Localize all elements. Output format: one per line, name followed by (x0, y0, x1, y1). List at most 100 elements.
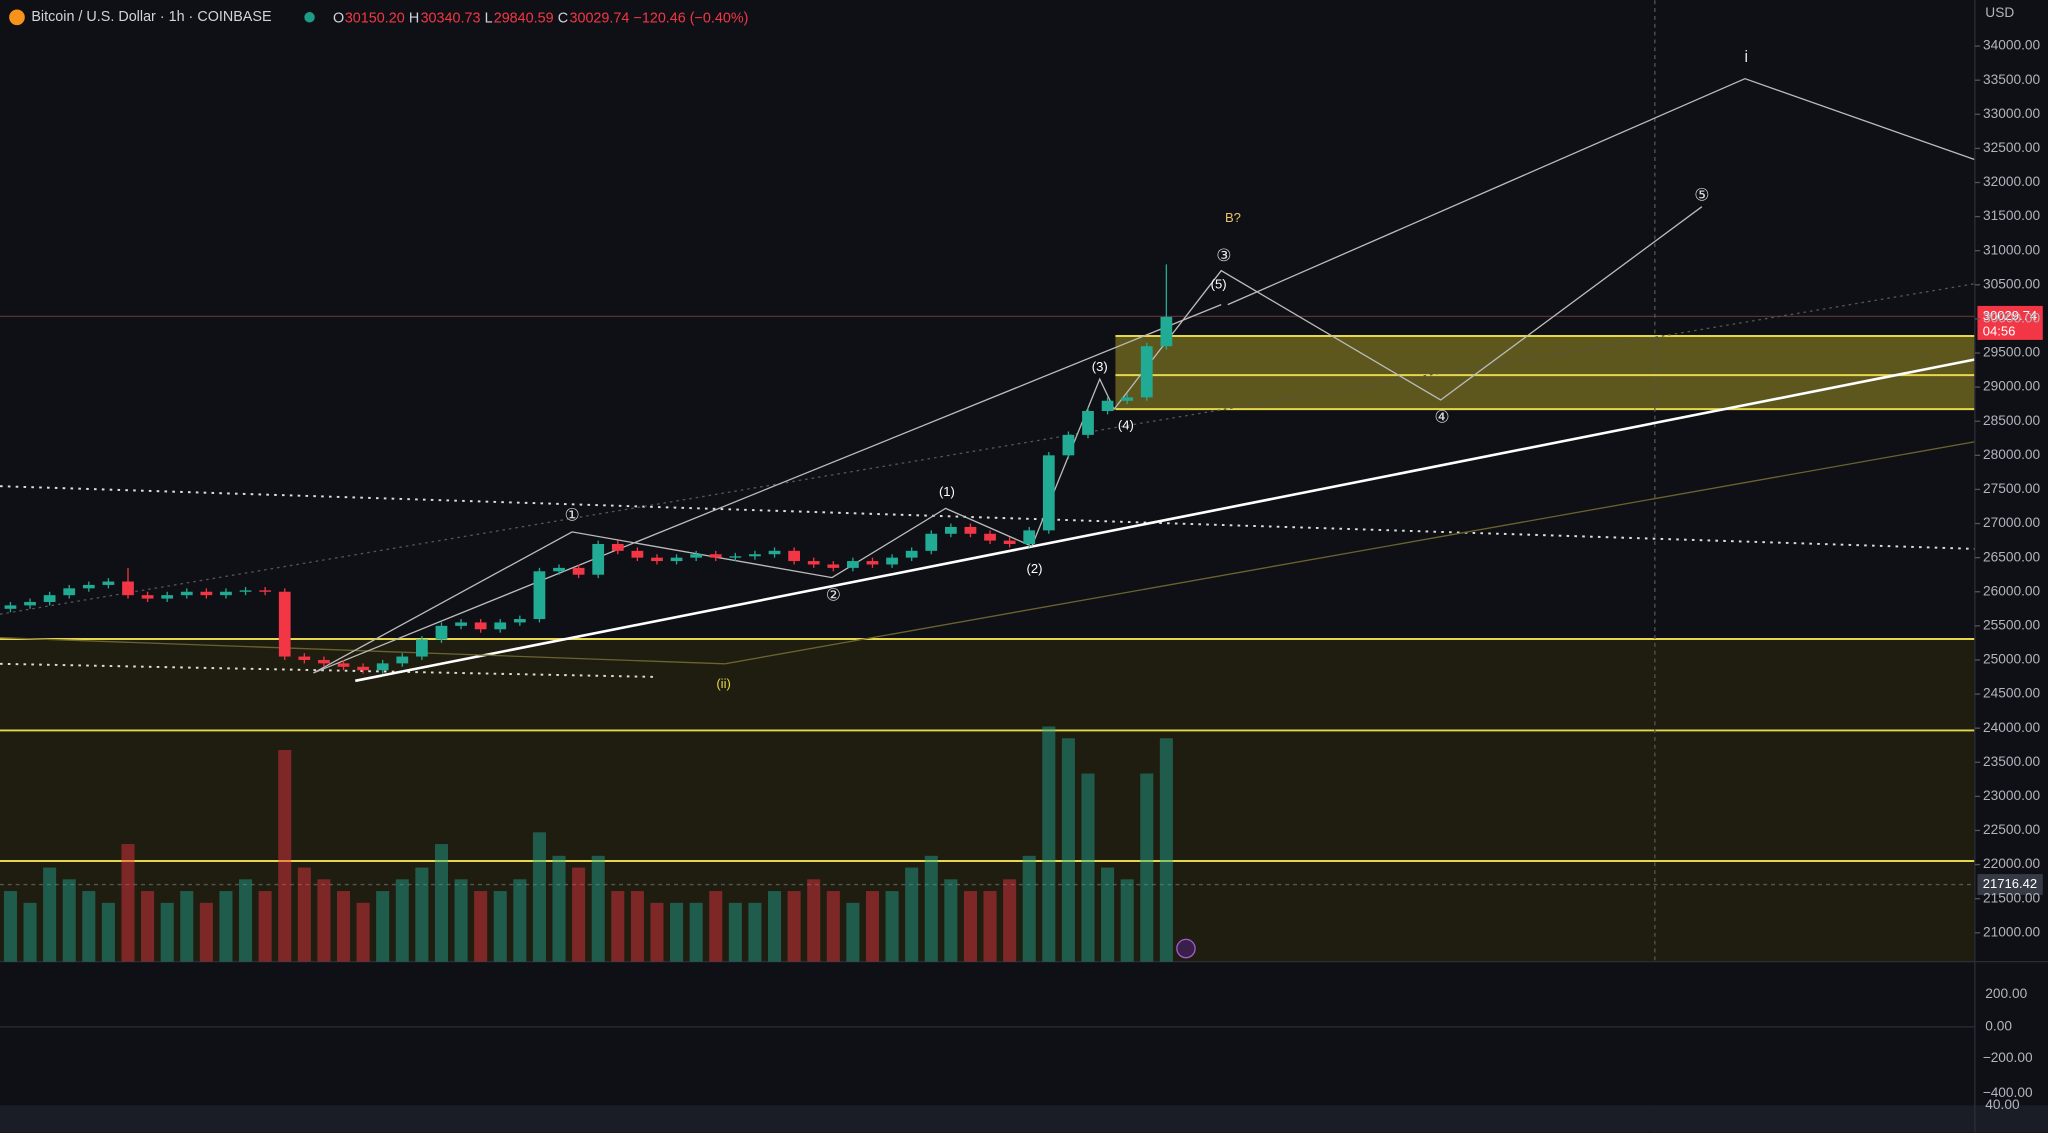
candle-body (1003, 540, 1016, 545)
wave-label: (4) (1118, 418, 1134, 433)
candle-body (611, 544, 624, 551)
volume-bar (865, 891, 880, 962)
candle-body (670, 557, 683, 562)
y-tick-label: 28000.00 (1983, 447, 2041, 462)
volume-bar (43, 867, 57, 962)
volume-bar (3, 891, 17, 962)
volume-bar (1120, 879, 1134, 962)
y-tick-label: 25500.00 (1983, 617, 2041, 632)
volume-bar (1081, 773, 1095, 962)
y-tick-label: 31000.00 (1983, 242, 2041, 257)
wave-label: ④ (1434, 408, 1449, 427)
y-tick-label: 30000.00 (1983, 311, 2041, 326)
candle-body (729, 556, 742, 558)
candle-body (122, 581, 134, 596)
candle-body (807, 561, 820, 565)
candle-body (4, 605, 17, 609)
volume-bar (1140, 773, 1154, 962)
wave-label: (ii) (716, 676, 731, 691)
volume-bar (258, 891, 272, 962)
candle-body (278, 591, 291, 657)
volume-bar (768, 891, 782, 962)
macd-tick: 40.00 (1985, 1097, 2020, 1112)
crosshair-price: 21716.42 (1983, 876, 2037, 891)
volume-bar (944, 879, 958, 962)
crosshair-tag (1977, 874, 2043, 895)
volume-bar (611, 891, 625, 962)
candle-body (239, 590, 252, 592)
volume-bar (278, 750, 292, 962)
volume-bar (1042, 726, 1056, 962)
c-label: C (558, 10, 568, 26)
candle-body (259, 590, 272, 592)
currency[interactable]: USD (1985, 5, 2014, 20)
volume-bar (82, 891, 96, 962)
candle-body (749, 554, 761, 557)
candle-body (788, 550, 800, 562)
y-tick-label: 29000.00 (1983, 379, 2041, 394)
volume-bar (493, 891, 507, 962)
candle-body (925, 533, 938, 551)
y-tick-label: 31500.00 (1983, 208, 2041, 223)
candle-body (396, 656, 409, 664)
volume-bar (670, 902, 684, 962)
volume-bar (846, 902, 860, 962)
high: 30340.73 (421, 10, 481, 26)
volume-bar (748, 902, 762, 962)
y-tick-label: 23000.00 (1983, 788, 2041, 803)
candle-body (220, 591, 232, 596)
volume-bar (924, 855, 938, 962)
volume-bar (141, 891, 155, 962)
candle-body (513, 619, 526, 623)
wave-label: ③ (1216, 246, 1231, 265)
candle-body (866, 561, 879, 565)
volume-bar (23, 902, 37, 962)
candle-body (944, 526, 957, 534)
volume-bar (807, 879, 821, 962)
macd-tick: −200.00 (1983, 1050, 2033, 1065)
y-tick-label: 21000.00 (1983, 924, 2041, 939)
y-tick-label: 29500.00 (1983, 345, 2041, 360)
zone-lines (0, 334, 1975, 863)
volume-bar (395, 879, 409, 962)
candle-body (847, 561, 859, 568)
candle-body (553, 567, 565, 572)
y-tick-label: 33000.00 (1983, 106, 2041, 121)
candle-body (200, 591, 213, 596)
volume-bar (415, 867, 429, 962)
y-tick-label: 30500.00 (1983, 276, 2041, 291)
open: 30150.20 (345, 10, 405, 26)
volume-bar (101, 902, 115, 962)
volume-bar (1022, 855, 1036, 962)
candle-body (1140, 346, 1153, 398)
candle-body (24, 601, 36, 606)
wave-label: (2) (1026, 561, 1042, 576)
volume-bar (572, 867, 586, 962)
volume-bar (434, 844, 448, 962)
volume-bar (376, 891, 390, 962)
wave-label: ⑤ (1694, 186, 1709, 205)
volume-bar (1159, 738, 1173, 962)
zone (0, 638, 1975, 962)
volume-bar (297, 867, 311, 962)
volume-bar (474, 891, 488, 962)
candle-body (82, 584, 95, 589)
volume-bar (532, 832, 546, 962)
wave-label: (3) (1092, 359, 1108, 374)
candle-body (1160, 316, 1173, 347)
volume-bar (709, 891, 723, 962)
volume-bar (180, 891, 194, 962)
y-tick-label: 24000.00 (1983, 720, 2041, 735)
volume-bar (552, 855, 566, 962)
wave-label: ② (826, 585, 841, 604)
candle-body (180, 591, 193, 596)
volume-bar (317, 879, 331, 962)
candle-body (533, 571, 546, 620)
volume-bar (454, 879, 468, 962)
volume-bar (787, 891, 801, 962)
macd-pane (0, 961, 1975, 1106)
candle-body (435, 625, 448, 640)
volume-bar (219, 891, 233, 962)
alert-icon[interactable] (1176, 938, 1196, 959)
candle-body (1023, 530, 1036, 545)
